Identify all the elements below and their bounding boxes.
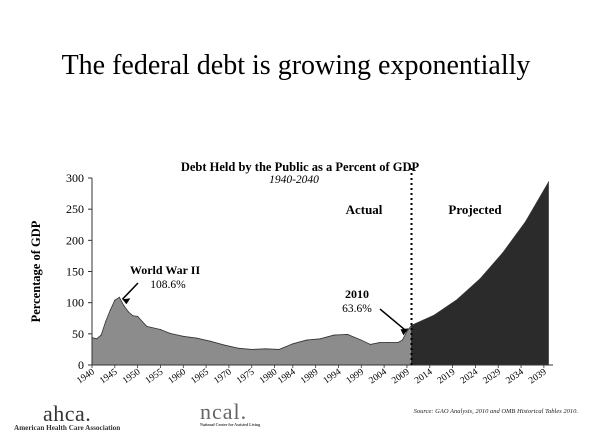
annotation-2010-arrowhead: [400, 328, 409, 336]
data-point: [196, 337, 198, 339]
x-tick-label: 1950: [121, 367, 143, 386]
y-tick-label: 300: [66, 171, 84, 185]
data-point: [502, 252, 504, 254]
x-tick-label: 1965: [190, 367, 212, 386]
x-tick-label: 2014: [413, 367, 435, 386]
data-point: [278, 348, 280, 351]
x-tick-label: 1975: [235, 367, 257, 386]
data-point: [182, 335, 184, 337]
annotation-2010-arrow: [379, 308, 406, 331]
annotation-2010-label: 2010: [345, 287, 369, 301]
data-point: [159, 328, 162, 331]
x-tick-label: 2009: [390, 367, 412, 386]
data-point: [251, 348, 253, 351]
data-point: [109, 309, 111, 311]
data-point: [146, 325, 148, 327]
x-tick-label: 1945: [98, 367, 120, 386]
chart-title: Debt Held by the Public as a Percent of …: [181, 160, 420, 174]
data-point: [264, 348, 267, 350]
y-axis-label: Percentage of GDP: [29, 220, 43, 322]
data-point: [406, 330, 408, 332]
y-tick-label: 100: [66, 296, 84, 310]
source-note: Source: GAO Analysis, 2010 and OMB Histo…: [413, 408, 578, 415]
data-point: [123, 305, 125, 307]
x-tick-label: 1955: [144, 367, 166, 386]
data-point: [137, 315, 139, 317]
region-label-projected: Projected: [448, 202, 502, 217]
data-point: [360, 339, 362, 341]
data-point: [223, 344, 225, 346]
data-point: [378, 341, 381, 344]
data-point: [525, 221, 527, 223]
x-tick-label: 2029: [482, 367, 504, 386]
y-tick-label: 200: [66, 233, 84, 247]
x-tick-label: 2024: [459, 367, 481, 386]
ncal-logo-mark: ncal.: [200, 399, 248, 424]
data-point: [397, 341, 399, 344]
data-point: [401, 339, 403, 341]
annotation-wwii-arrowhead: [122, 298, 131, 305]
x-tick-label: 1984: [276, 367, 298, 386]
series-area-projected: [411, 180, 549, 366]
data-point: [114, 299, 116, 301]
data-point: [132, 315, 134, 317]
data-point: [100, 334, 102, 336]
x-tick-label: 2019: [436, 367, 458, 386]
data-point: [547, 181, 550, 183]
x-tick-label: 1960: [167, 367, 189, 386]
x-tick-label: 1980: [258, 367, 280, 386]
data-point: [210, 340, 212, 342]
data-point: [305, 339, 308, 341]
ahca-logo-text: American Health Care Association: [14, 424, 121, 432]
data-point: [456, 298, 458, 301]
data-point: [118, 296, 120, 298]
y-tick-label: 150: [66, 265, 84, 279]
x-tick-label: 2039: [527, 367, 549, 386]
y-tick-label: 0: [78, 358, 84, 372]
ncal-logo-text: National Center for Assisted Living: [200, 422, 261, 427]
region-label-actual: Actual: [346, 202, 383, 217]
slide-title: The federal debt is growing exponentiall…: [61, 50, 531, 81]
x-tick-label: 1989: [299, 367, 321, 386]
data-point: [292, 343, 294, 345]
chart-subtitle: 1940-2040: [269, 174, 319, 186]
data-point: [479, 278, 481, 280]
ahca-logo: ahca. American Health Care Association: [14, 401, 121, 433]
data-point: [105, 320, 107, 322]
data-point: [127, 311, 130, 313]
data-point: [410, 324, 413, 326]
data-point: [369, 343, 372, 346]
y-tick-label: 250: [66, 202, 84, 216]
data-point: [237, 347, 239, 349]
ahca-logo-mark: ahca.: [42, 401, 92, 426]
data-point: [433, 314, 435, 316]
x-tick-label: 1970: [212, 367, 234, 386]
x-tick-label: 2034: [504, 367, 526, 386]
x-tick-label: 1999: [345, 367, 367, 386]
data-point: [388, 341, 390, 344]
annotation-wwii-arrow: [121, 282, 139, 300]
ncal-logo: ncal. National Center for Assisted Livin…: [200, 399, 261, 428]
data-point: [95, 338, 98, 340]
y-tick-label: 50: [72, 327, 84, 341]
x-tick-label: 1994: [322, 367, 344, 386]
annotation-2010-value: 63.6%: [342, 303, 372, 315]
data-point: [333, 334, 335, 336]
annotation-wwii-value: 108.6%: [150, 279, 186, 291]
data-point: [168, 332, 171, 334]
annotation-wwii-label: World War II: [130, 263, 201, 277]
data-point: [347, 333, 349, 336]
x-tick-label: 2004: [368, 367, 390, 386]
series-area-actual: [91, 296, 412, 366]
data-point: [319, 338, 321, 340]
